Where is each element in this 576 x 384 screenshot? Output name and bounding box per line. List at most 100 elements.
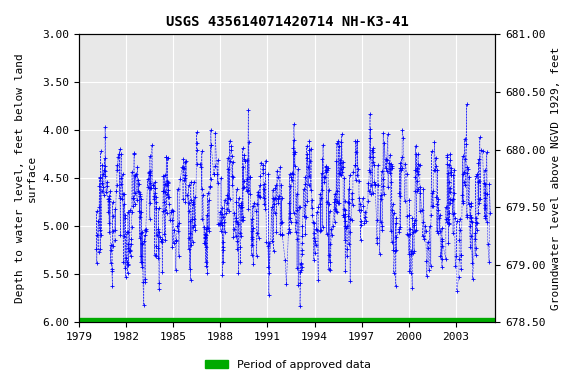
Point: [320, 179, 329, 185]
Point: [322, 231, 331, 237]
Point: [461, 141, 471, 147]
Point: [318, 224, 327, 230]
Point: [484, 181, 494, 187]
Point: [402, 171, 411, 177]
Point: [423, 245, 433, 251]
Point: [367, 147, 377, 153]
Point: [173, 222, 182, 228]
Point: [386, 161, 395, 167]
Point: [414, 151, 423, 157]
Point: [172, 238, 181, 244]
Point: [189, 179, 198, 185]
Point: [106, 260, 115, 266]
Point: [104, 220, 113, 226]
Point: [302, 143, 311, 149]
Point: [170, 227, 179, 233]
Point: [232, 199, 241, 205]
Point: [441, 204, 450, 210]
Point: [151, 243, 161, 249]
Point: [173, 186, 182, 192]
Point: [289, 151, 298, 157]
Point: [105, 229, 114, 235]
Point: [237, 232, 246, 238]
Point: [179, 165, 188, 171]
Point: [454, 256, 464, 262]
Point: [355, 195, 364, 202]
Point: [382, 168, 391, 174]
Point: [231, 233, 240, 239]
Point: [356, 222, 365, 228]
Point: [284, 230, 293, 236]
Point: [217, 211, 226, 217]
Point: [384, 184, 393, 190]
Point: [472, 220, 482, 226]
Point: [408, 215, 417, 221]
Point: [354, 177, 363, 184]
Point: [231, 218, 240, 224]
Point: [236, 202, 245, 209]
Point: [433, 228, 442, 234]
Point: [471, 173, 480, 179]
Point: [376, 219, 385, 225]
Point: [217, 220, 226, 226]
Point: [163, 156, 172, 162]
Point: [289, 137, 298, 143]
Point: [296, 280, 305, 286]
Point: [162, 178, 172, 184]
Point: [154, 226, 163, 232]
Point: [328, 223, 337, 229]
Point: [318, 156, 327, 162]
Point: [289, 145, 298, 151]
Point: [128, 203, 138, 209]
Point: [330, 206, 339, 212]
Point: [100, 124, 109, 131]
Point: [247, 215, 256, 222]
Point: [388, 207, 397, 213]
Point: [286, 210, 295, 217]
Point: [213, 157, 222, 163]
Point: [475, 134, 484, 140]
Point: [426, 212, 435, 218]
Point: [227, 153, 236, 159]
Point: [111, 237, 120, 243]
Point: [308, 212, 317, 218]
Point: [450, 263, 460, 269]
Point: [249, 261, 258, 267]
Point: [339, 214, 348, 220]
Point: [270, 210, 279, 216]
Point: [289, 121, 298, 127]
Point: [444, 162, 453, 168]
Point: [387, 238, 396, 245]
Point: [446, 172, 456, 178]
Title: USGS 435614071420714 NH-K3-41: USGS 435614071420714 NH-K3-41: [166, 15, 408, 29]
Point: [150, 252, 159, 258]
Point: [340, 175, 349, 181]
Point: [392, 215, 401, 221]
Point: [346, 215, 355, 222]
Point: [412, 164, 422, 170]
Point: [100, 167, 109, 173]
Point: [336, 172, 346, 179]
Point: [339, 205, 348, 212]
Point: [256, 160, 266, 166]
Point: [162, 210, 171, 216]
Point: [190, 222, 199, 228]
Point: [411, 188, 420, 194]
Point: [267, 204, 276, 210]
Point: [162, 182, 171, 188]
Point: [337, 131, 346, 137]
Point: [436, 253, 445, 259]
Point: [445, 200, 454, 206]
Point: [325, 208, 335, 214]
Point: [95, 227, 104, 233]
Point: [162, 154, 171, 161]
Point: [468, 219, 477, 225]
Point: [297, 247, 306, 253]
Point: [151, 252, 161, 258]
Point: [465, 223, 474, 229]
Point: [316, 228, 325, 234]
Point: [200, 223, 209, 230]
Point: [114, 151, 123, 157]
Point: [119, 201, 128, 207]
Point: [108, 243, 118, 249]
